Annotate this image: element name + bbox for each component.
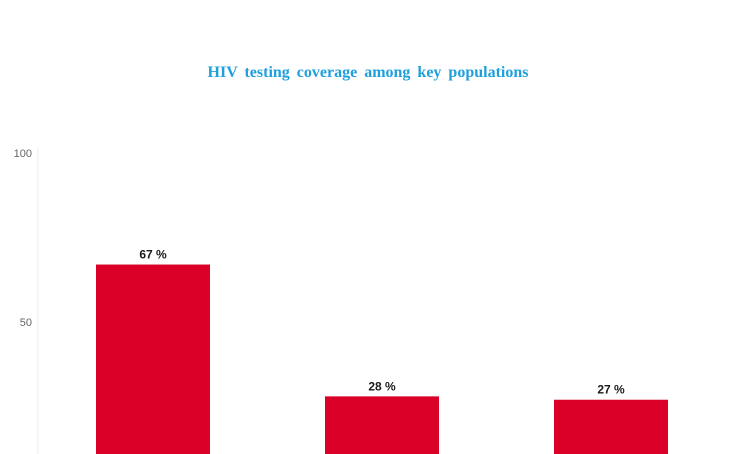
chart-title: HIV testing coverage among key populatio…: [207, 64, 529, 81]
bar-value-label-1: 67 %: [139, 248, 167, 262]
bar-value-label-2: 28 %: [368, 379, 396, 393]
bar-1: [96, 264, 210, 454]
bar-3: [554, 399, 668, 454]
data-labels-group: 67 % 28 % 27 %: [139, 248, 625, 397]
bar-2: [325, 396, 439, 454]
bar-value-label-3: 27 %: [597, 383, 625, 397]
y-tick-label-100: 100: [14, 148, 32, 160]
y-axis: 50 100: [14, 147, 39, 454]
bars-group: [96, 264, 668, 454]
y-tick-label-50: 50: [20, 317, 32, 329]
